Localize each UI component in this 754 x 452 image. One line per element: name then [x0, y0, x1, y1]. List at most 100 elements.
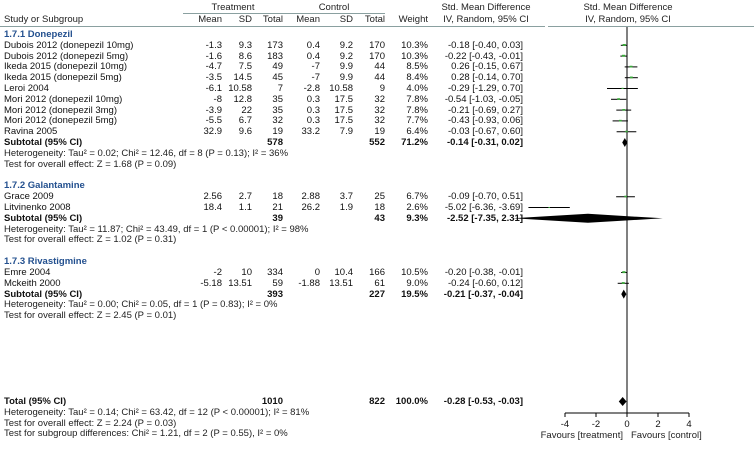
study-point-marker — [625, 130, 628, 133]
x-tick-label: 4 — [686, 419, 691, 430]
header-weight: Weight — [398, 14, 428, 25]
control-sd: 17.5 — [334, 115, 354, 127]
heterogeneity-note: Heterogeneity: Tau² = 11.87; Chi² = 43.4… — [4, 223, 309, 235]
treatment-mean: 2.56 — [203, 191, 223, 203]
study-point-marker — [548, 206, 550, 208]
subtotal-treatment-total: 578 — [267, 137, 283, 148]
header-underline-treatment — [183, 13, 283, 14]
treatment-total: 183 — [267, 50, 283, 62]
treatment-total: 7 — [277, 83, 283, 94]
control-mean: 0.3 — [306, 115, 320, 127]
control-sd: 9.2 — [339, 50, 353, 62]
subtotal-label: Subtotal (95% CI) — [4, 137, 83, 148]
control-mean: 0 — [314, 267, 320, 278]
treatment-sd: 9.6 — [238, 126, 252, 138]
subtotal-control-total: 552 — [369, 137, 385, 148]
control-sd: 9.9 — [339, 61, 353, 73]
x-tick-label: -4 — [561, 419, 569, 430]
subtotal-ci: -2.52 [-7.35, 2.31] — [446, 212, 523, 224]
x-tick-label: 2 — [655, 419, 660, 430]
control-mean: 2.88 — [301, 191, 321, 203]
x-tick-label: -2 — [592, 419, 600, 430]
treatment-mean: -5.18 — [200, 277, 222, 289]
subgroup-differences-note: Test for subgroup differences: Chi² = 1.… — [4, 428, 288, 440]
subgroup-title: 1.7.1 Donepezil — [4, 29, 73, 40]
total-control-total: 822 — [369, 396, 385, 407]
study-weight: 6.7% — [406, 191, 428, 203]
study-name: Dubois 2012 (donepezil 5mg) — [4, 50, 129, 62]
favours-control-label: Favours [control] — [631, 430, 702, 441]
total-overall-effect-note: Test for overall effect: Z = 2.24 (P = 0… — [4, 417, 177, 429]
heterogeneity-note: Heterogeneity: Tau² = 0.02; Chi² = 12.46… — [4, 147, 289, 159]
control-total: 25 — [374, 191, 385, 203]
header-total-treatment: Total — [262, 14, 283, 25]
treatment-mean: -3.5 — [205, 72, 222, 84]
treatment-total: 49 — [272, 61, 283, 73]
x-tick-label: 0 — [624, 419, 629, 430]
control-sd: 1.9 — [339, 202, 353, 213]
summary-diamond — [618, 397, 627, 406]
control-total: 170 — [369, 39, 385, 51]
study-point-marker — [629, 65, 633, 68]
summary-diamond — [621, 289, 627, 299]
study-ci: -0.21 [-0.69, 0.27] — [448, 104, 523, 116]
control-sd: 7.9 — [339, 126, 353, 138]
header-study: Study or Subgroup — [4, 14, 84, 25]
control-total: 19 — [374, 126, 385, 138]
subtotal-weight: 9.3% — [406, 212, 428, 224]
study-name: Mori 2012 (donepezil 10mg) — [4, 93, 123, 105]
control-total: 166 — [369, 267, 385, 278]
treatment-total: 173 — [267, 39, 283, 51]
control-mean: 0.4 — [306, 50, 320, 62]
total-heterogeneity-note: Heterogeneity: Tau² = 0.14; Chi² = 63.42… — [4, 406, 310, 418]
study-name: Emre 2004 — [4, 267, 51, 278]
total-weight: 100.0% — [395, 396, 428, 407]
control-mean: -7 — [311, 72, 320, 84]
header-smd-plot: Std. Mean Difference — [583, 2, 673, 13]
study-ci: -0.29 [-1.29, 0.70] — [448, 83, 523, 94]
study-name: Leroi 2004 — [4, 83, 49, 94]
treatment-total: 19 — [272, 126, 283, 138]
treatment-mean: 32.9 — [203, 126, 223, 138]
study-ci: -0.54 [-1.03, -0.05] — [444, 93, 523, 105]
study-ci: -0.43 [-0.93, 0.06] — [448, 115, 523, 127]
treatment-sd: 7.5 — [238, 61, 252, 73]
study-point-marker — [622, 43, 626, 46]
treatment-mean: 18.4 — [203, 202, 223, 213]
study-weight: 6.4% — [406, 126, 428, 138]
study-ci: -0.18 [-0.40, 0.03] — [448, 39, 523, 51]
summary-diamond — [622, 138, 628, 147]
header-mean-control: Mean — [296, 14, 320, 25]
control-sd: 10.58 — [329, 83, 353, 94]
study-weight: 9.0% — [406, 277, 428, 289]
study-ci: 0.26 [-0.15, 0.67] — [451, 61, 523, 73]
study-weight: 8.4% — [406, 72, 428, 84]
treatment-sd: 8.6 — [238, 50, 252, 62]
study-point-marker — [621, 87, 624, 89]
study-name: Mori 2012 (donepezil 5mg) — [4, 115, 118, 127]
treatment-total: 35 — [272, 104, 283, 116]
favours-treatment-label: Favours [treatment] — [541, 430, 623, 441]
treatment-mean: -6.1 — [205, 83, 222, 94]
treatment-sd: 2.7 — [238, 191, 252, 203]
treatment-total: 334 — [267, 267, 283, 278]
study-name: Grace 2009 — [4, 191, 54, 203]
treatment-sd: 1.1 — [238, 202, 252, 213]
study-point-marker — [622, 271, 626, 274]
study-point-marker — [624, 195, 627, 198]
treatment-sd: 9.3 — [238, 39, 252, 51]
control-total: 32 — [374, 93, 385, 105]
total-treatment-total: 1010 — [261, 396, 283, 407]
treatment-total: 35 — [272, 93, 283, 105]
treatment-total: 32 — [272, 115, 283, 127]
treatment-sd: 14.5 — [233, 72, 253, 84]
total-ci: -0.28 [-0.53, -0.03] — [443, 396, 523, 407]
treatment-mean: -4.7 — [205, 61, 222, 73]
study-weight: 7.7% — [406, 115, 428, 127]
study-name: Dubois 2012 (donepezil 10mg) — [4, 39, 134, 51]
treatment-sd: 22 — [241, 104, 252, 116]
header-method-plot: IV, Random, 95% CI — [585, 14, 671, 25]
control-mean: 0.3 — [306, 93, 320, 105]
control-sd: 9.9 — [339, 72, 353, 84]
